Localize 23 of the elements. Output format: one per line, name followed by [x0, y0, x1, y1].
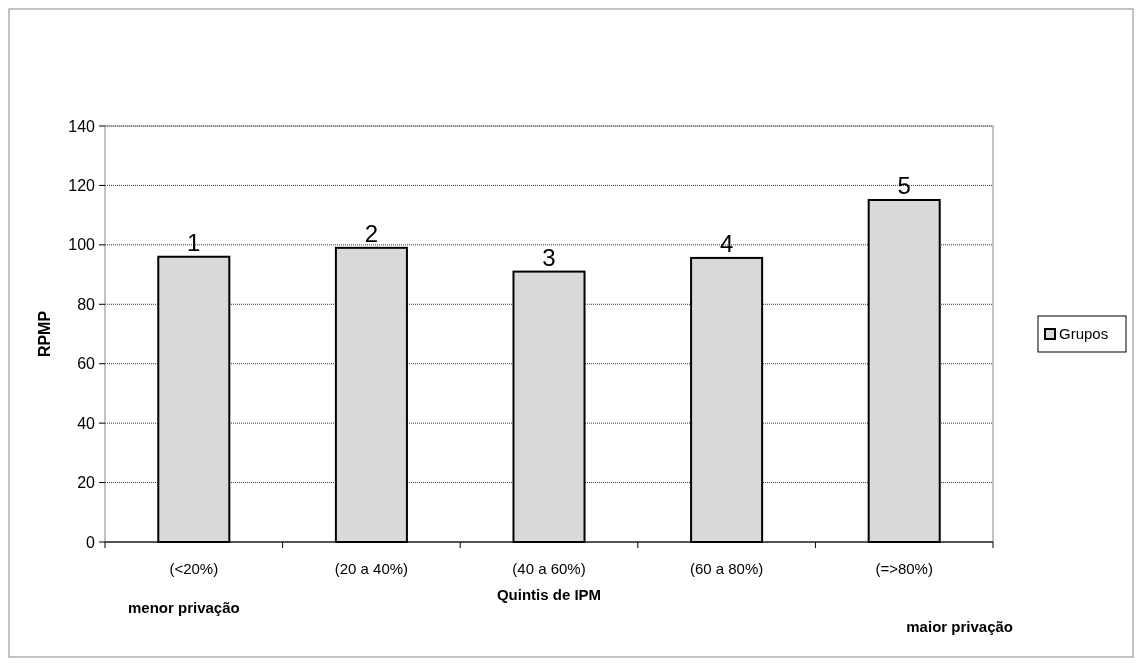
- x-tick-label: (40 a 60%): [512, 560, 586, 577]
- x-tick-label: (60 a 80%): [689, 560, 764, 577]
- y-tick-label: 60: [77, 355, 96, 373]
- annotation: 3: [542, 243, 556, 271]
- x-tick-label: (=>80%): [875, 560, 933, 577]
- y-tick-label: 120: [68, 177, 96, 195]
- text: maior privação: [906, 618, 1013, 635]
- legend-label: Grupos: [1059, 325, 1109, 343]
- x-tick-label: (<20%): [169, 560, 219, 577]
- annotation: 2: [364, 219, 379, 247]
- x-axis-title: Quintis de IPM: [496, 586, 602, 603]
- annotation: 5: [897, 171, 911, 199]
- text: menor privação: [128, 599, 240, 616]
- annotation: 1: [187, 228, 201, 256]
- y-tick-label: 140: [68, 117, 96, 135]
- y-tick-label: 0: [86, 533, 96, 551]
- y-tick-label: 100: [68, 236, 96, 254]
- y-tick-label: 40: [77, 414, 96, 432]
- annotation: 4: [719, 229, 734, 257]
- y-axis-title: RPMP: [36, 310, 53, 358]
- x-tick-label: (20 a 40%): [334, 560, 409, 577]
- y-tick-label: 20: [77, 474, 96, 492]
- y-tick-label: 80: [77, 295, 96, 313]
